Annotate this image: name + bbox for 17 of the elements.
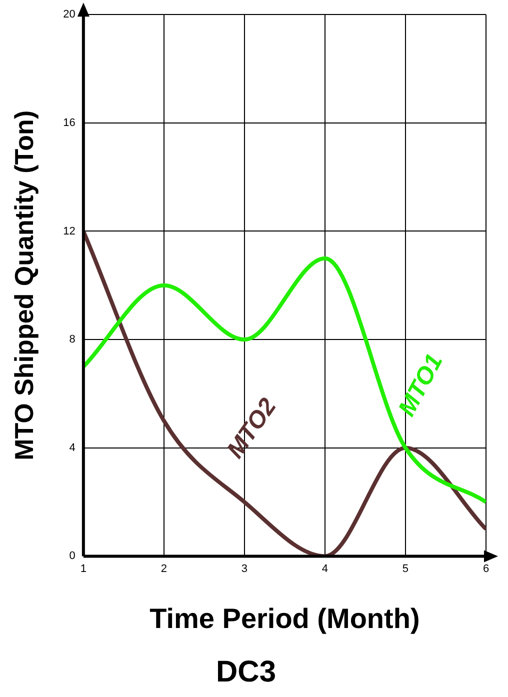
x-tick-label: 1: [80, 562, 86, 575]
x-tick-label: 3: [241, 562, 248, 575]
x-axis-title: Time Period (Month): [150, 602, 420, 634]
y-tick-label: 12: [63, 225, 76, 238]
y-tick-label: 0: [69, 550, 76, 562]
y-tick-label: 8: [69, 334, 76, 346]
y-tick-label: 4: [69, 442, 76, 454]
x-tick-label: 4: [322, 562, 328, 575]
line-series: [83, 229, 486, 556]
x-tick-label: 5: [402, 562, 409, 575]
text: DC3: [216, 655, 276, 688]
line-series: [83, 256, 486, 504]
y-tick-label: 20: [63, 8, 76, 21]
x-tick-label: 2: [160, 562, 168, 575]
y-axis-title: MTO Shipped Quantity (Ton): [8, 110, 39, 460]
y-tick-label: 16: [63, 116, 76, 129]
x-tick-label: 6: [482, 562, 490, 575]
